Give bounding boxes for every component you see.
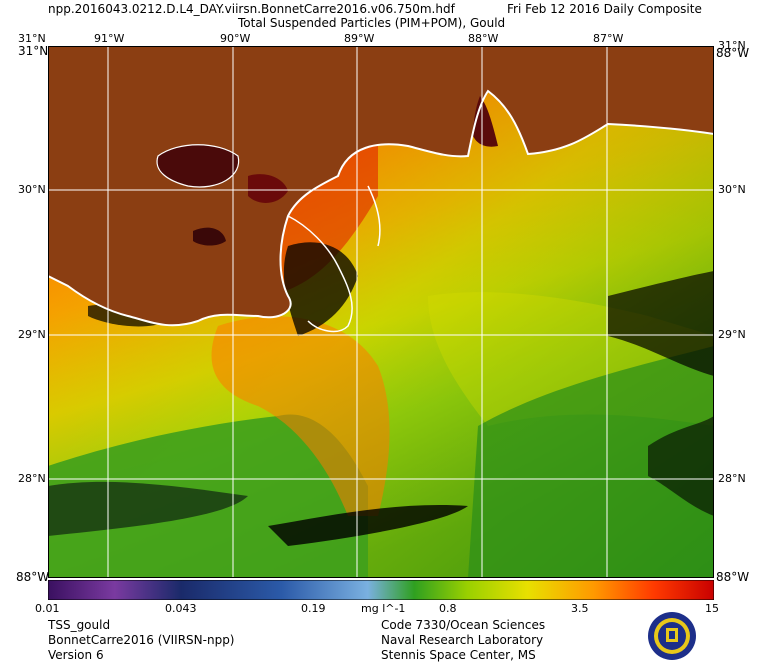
footer-location: Stennis Space Center, MS (381, 648, 536, 662)
nodata-east (608, 271, 714, 376)
nodata-south-band (268, 505, 468, 546)
header-date: Fri Feb 12 2016 Daily Composite (507, 2, 702, 16)
nrl-seal-icon (648, 612, 696, 660)
nodata-southwest (48, 481, 248, 536)
colorbar-tick-2: 0.19 (301, 602, 326, 615)
coastline (48, 89, 714, 327)
chandeleur-islands (367, 185, 381, 247)
footer-lab: Naval Research Laboratory (381, 633, 544, 647)
lat-label-left-28n: 28°N (18, 472, 46, 485)
lon-label-88w: 88°W (468, 32, 499, 45)
colorbar-tick-1: 0.043 (165, 602, 197, 615)
lat-label-right-28n: 28°N (718, 472, 746, 485)
lon-label-90w: 90°W (220, 32, 251, 45)
lake-maurepas (193, 227, 226, 246)
footer-region: BonnetCarre2016 (VIIRSN-npp) (48, 633, 235, 647)
colorbar (48, 580, 714, 600)
delta-coast (287, 215, 353, 333)
map-border (48, 46, 714, 578)
colorbar-tick-0: 0.01 (35, 602, 60, 615)
lat-label-left-31n: 31°N (18, 32, 46, 45)
lat-label-right-29n: 29°N (718, 328, 746, 341)
lake-pontchartrain-shore (156, 144, 240, 188)
nodata-delta (283, 242, 358, 336)
lat-label-right-31n: 31°N (718, 39, 746, 52)
green-east-water (468, 346, 714, 578)
header-filename: npp.2016043.0212.D.L4_DAY.viirsn.BonnetC… (48, 2, 455, 16)
footer-code: Code 7330/Ocean Sciences (381, 618, 546, 632)
colorbar-tick-4: 0.8 (439, 602, 457, 615)
header-product: Total Suspended Particles (PIM+POM), Gou… (238, 16, 506, 30)
orange-plume (211, 316, 390, 516)
lake-pontchartrain (157, 144, 239, 187)
lon-label-bottom-left: 88°W (16, 570, 50, 584)
lat-label-left-30n: 30°N (18, 183, 46, 196)
nodata-southeast (648, 416, 714, 516)
lake-borgne (248, 174, 288, 203)
lon-label-bottom-right: 88°W (716, 570, 750, 584)
tss-map (48, 46, 714, 578)
lat-label-right-30n: 30°N (718, 183, 746, 196)
colorbar-tick-6: 15 (705, 602, 719, 615)
lat-label-left-88w: 31°N (18, 44, 49, 58)
colorbar-tick-5: 3.5 (571, 602, 589, 615)
lon-label-87w: 87°W (593, 32, 624, 45)
lat-label-right-88w: 88°W (716, 46, 750, 60)
lat-label-left-29n: 29°N (18, 328, 46, 341)
colorbar-units: mg l^-1 (361, 602, 406, 615)
land (48, 46, 714, 326)
colorbar-gradient (48, 580, 714, 600)
footer-version: Version 6 (48, 648, 104, 662)
lon-label-91w: 91°W (94, 32, 125, 45)
lon-label-89w: 89°W (344, 32, 375, 45)
footer-product-id: TSS_gould (48, 618, 111, 632)
